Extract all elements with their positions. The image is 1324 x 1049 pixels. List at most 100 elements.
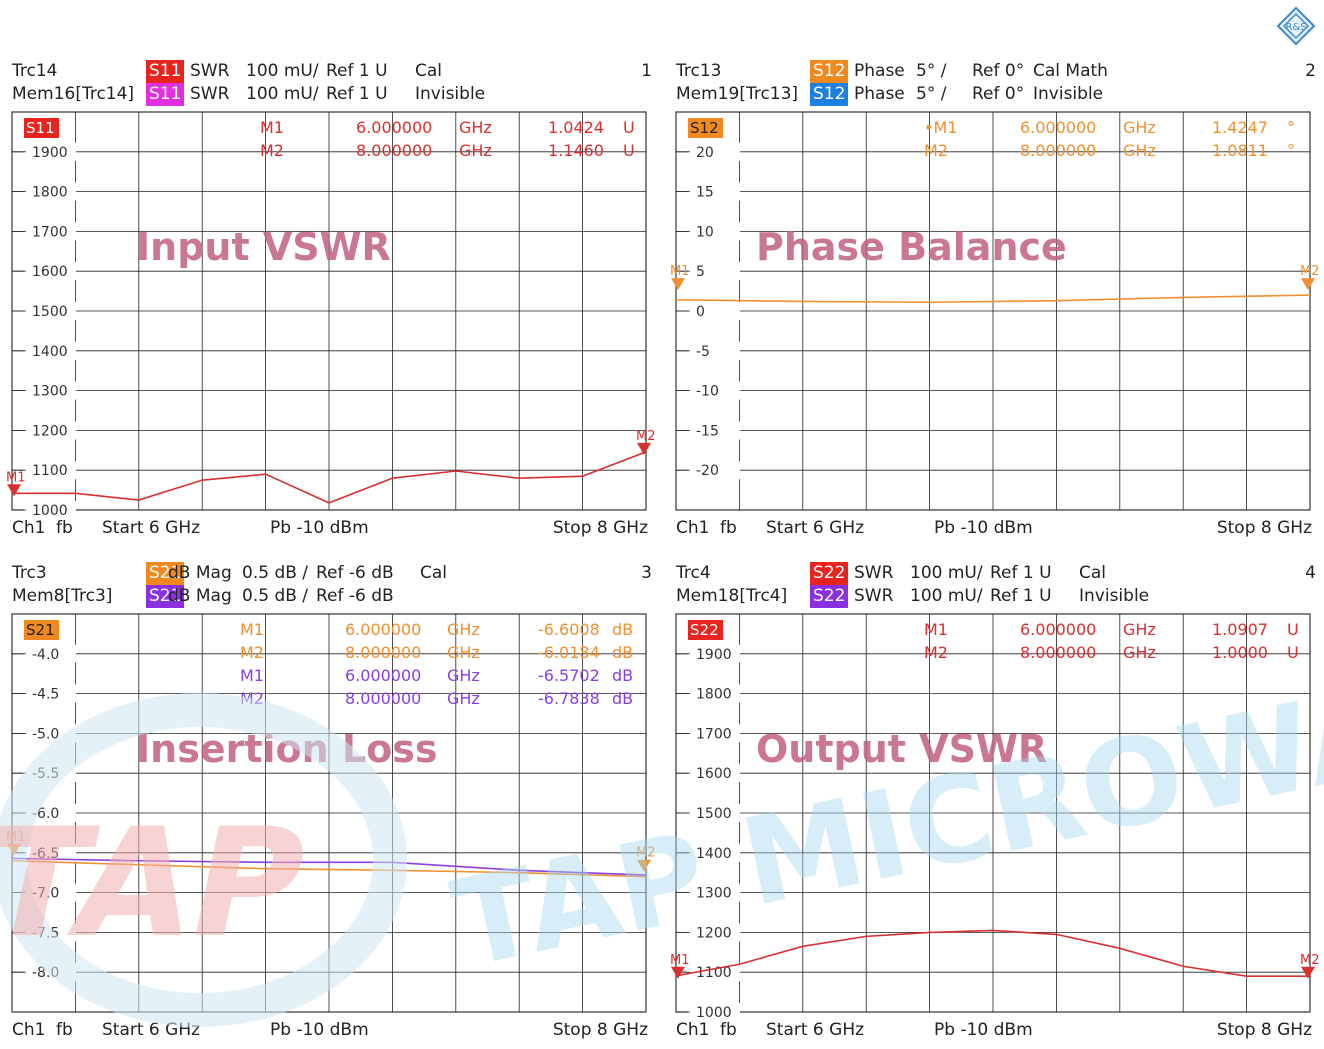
y-tick-bg [688,421,740,440]
marker-y-unit: U [1287,620,1299,639]
param-tag: S21 [146,585,185,608]
y-tick-bg [24,421,76,440]
y-tick-label: 5 [696,264,705,280]
marker-y-value: -6.0184 [538,643,600,662]
trace2-row[interactable]: Mem19[Trc13] S12 Phase 5° / Ref 0° Invisible [676,83,1316,106]
marker-y-unit: ° [1287,141,1295,160]
power-level: Pb -10 dBm [270,1020,369,1040]
channel-label: Ch1 [676,518,710,538]
start-frequency: Start 6 GHz [766,518,865,538]
trace-name: Trc13 [676,61,722,81]
chart-title-overlay: Phase Balance [756,225,1067,269]
trace-scale: 5° / [916,84,947,104]
marker-triangle[interactable] [637,442,651,455]
marker-name: M1 [240,620,264,639]
marker-triangle[interactable] [637,859,651,872]
marker-triangle[interactable] [1301,966,1315,979]
channel-footer: Ch1 fb Start 6 GHz Pb -10 dBm Stop 8 GHz [12,1020,648,1044]
marker-label: M1 [670,953,690,968]
marker-triangle[interactable] [671,278,685,291]
trace-ref: Ref -6 dB [316,586,394,606]
param-tag: S21 [146,562,185,585]
trace1-row[interactable]: Trc3 S21 dB Mag 0.5 dB / Ref -6 dB Cal [12,562,652,585]
channel-label: Ch1 [676,1020,710,1040]
chart-panel-1: Trc14 S11 SWR 100 mU/Ref 1 U Cal Mem16[Trc14]… [0,58,660,548]
y-tick-bg [688,644,740,663]
marker-label: M2 [1300,953,1320,968]
trace-format: SWR [854,563,894,583]
y-tick-bg [688,963,740,982]
marker-x-value: 6.000000 [345,620,421,639]
trace-scale: 5° / [916,61,947,81]
trace2-row[interactable]: Mem18[Trc4] S22 SWR 100 mU/Ref 1 U Invisible [676,585,1316,608]
chart-panel-2: Trc13 S12 Phase 5° / Ref 0° Cal Math Mem19[Trc… [664,58,1324,548]
plot-svg[interactable]: 1000 1100 1200 1300 1400 1500 1600 1700 1800 1900… [664,560,1324,1020]
y-tick-label: 15 [696,185,714,201]
plot-svg[interactable]: -20 -15 -10 -5 0 5 10 15 20 S12 •M1 6.000000 GHz 1.42… [664,58,1324,518]
y-tick-label: 1000 [696,1005,732,1020]
sweep-mode: fb [720,1020,737,1040]
y-tick-label: -7.0 [32,886,59,902]
y-tick-label: 1800 [32,185,68,201]
trace2-row[interactable]: Mem8[Trc3] S21 dB Mag 0.5 dB / Ref -6 dB [12,585,652,608]
trace1-row[interactable]: Trc4 S22 SWR 100 mU/Ref 1 U Cal [676,562,1316,585]
y-tick-label: -7.5 [32,925,59,941]
trace-extra: Cal [1079,563,1107,583]
channel-footer: Ch1 fb Start 6 GHz Pb -10 dBm Stop 8 GHz [676,1020,1312,1044]
panel-number: 2 [1305,61,1316,81]
y-tick-bg [688,262,740,281]
y-tick-label: 1700 [696,726,732,742]
panel-number: 3 [641,563,652,583]
marker-y-unit: dB [612,666,633,685]
trace-ref: Ref 1 U [326,61,388,81]
plot-svg[interactable]: 1000 1100 1200 1300 1400 1500 1600 1700 1800 1900… [0,58,660,518]
series-line-1 [675,929,1310,977]
param-tag: S22 [810,562,849,585]
trace-name: Mem8[Trc3] [12,586,113,606]
trace2-row[interactable]: Mem16[Trc14] S11 SWR 100 mU/Ref 1 U Invisibl… [12,83,652,106]
marker-name: M1 [260,118,284,137]
start-frequency: Start 6 GHz [102,1020,201,1040]
y-tick-bg [688,222,740,241]
y-tick-bg [24,222,76,241]
active-param-label: S12 [690,119,719,137]
marker-x-value: 6.000000 [345,666,421,685]
y-tick-bg [688,843,740,862]
trace1-row[interactable]: Trc14 S11 SWR 100 mU/Ref 1 U Cal [12,60,652,83]
marker-x-value: 8.000000 [1020,643,1096,662]
marker-y-value: 1.0811 [1212,141,1268,160]
marker-triangle[interactable] [671,966,685,979]
marker-x-value: 8.000000 [356,141,432,160]
y-tick-label: -5 [696,344,710,360]
marker-name: M2 [240,643,264,662]
param-tag: S11 [146,83,185,106]
marker-triangle[interactable] [7,484,21,497]
trace-header: Trc14 S11 SWR 100 mU/Ref 1 U Cal Mem16[Trc14]… [12,60,652,106]
marker-x-unit: GHz [1123,141,1156,160]
marker-triangle[interactable] [1301,278,1315,291]
marker-name: M2 [240,689,264,708]
y-tick-label: -6.0 [32,806,59,822]
y-tick-label: 20 [696,145,714,161]
marker-label: M2 [1300,264,1320,279]
trace-name: Mem16[Trc14] [12,84,135,104]
trace-name: Trc3 [12,563,47,583]
marker-label: M2 [636,429,656,444]
marker-y-value: 1.4247 [1212,118,1268,137]
trace-ref: Ref 1 U [990,563,1052,583]
trace-scale: 100 mU/ [910,563,983,583]
power-level: Pb -10 dBm [934,518,1033,538]
marker-y-unit: ° [1287,118,1295,137]
trace-name: Mem18[Trc4] [676,586,788,606]
marker-label: M1 [670,264,690,279]
marker-y-value: 1.0424 [548,118,604,137]
y-tick-label: -15 [696,423,719,439]
stop-frequency: Stop 8 GHz [552,518,648,538]
y-tick-label: 1800 [696,687,732,703]
chart-panel-4: Trc4 S22 SWR 100 mU/Ref 1 U Cal Mem18[Trc4] S2… [664,560,1324,1045]
trace1-row[interactable]: Trc13 S12 Phase 5° / Ref 0° Cal Math [676,60,1316,83]
marker-y-unit: dB [612,689,633,708]
marker-y-unit: U [623,118,635,137]
y-tick-label: 1700 [32,224,68,240]
